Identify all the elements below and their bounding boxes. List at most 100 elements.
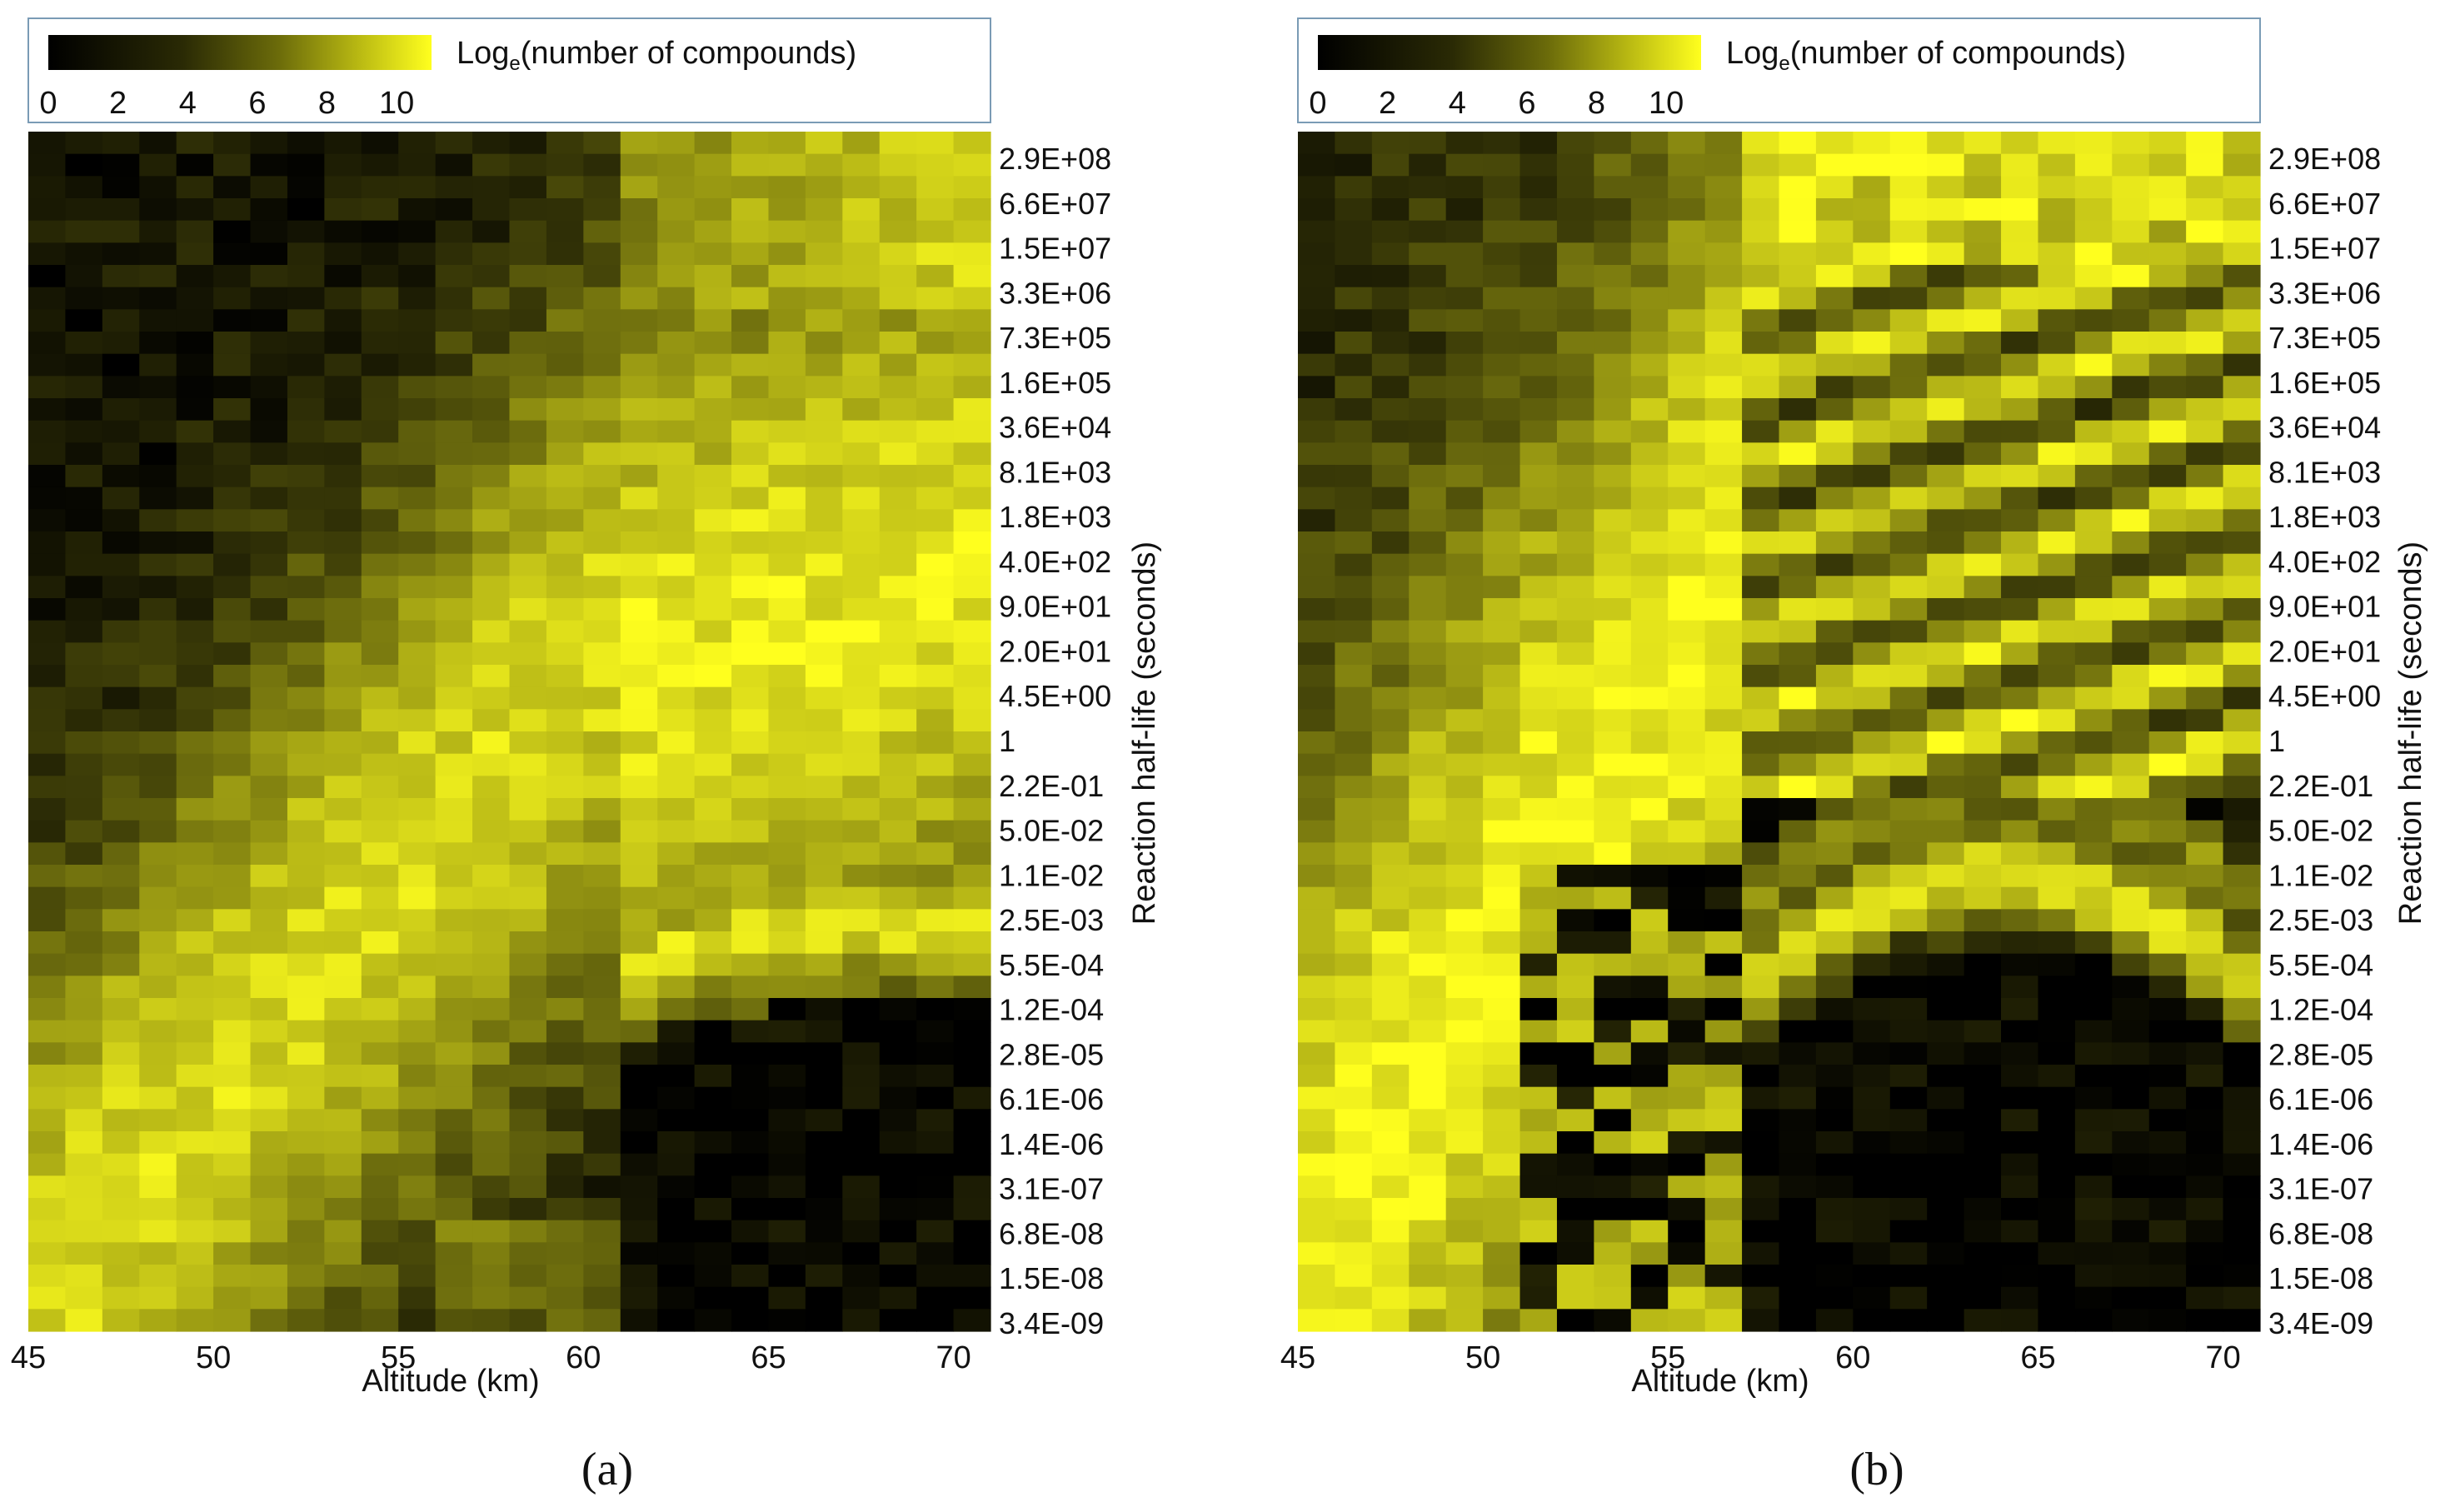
heatmap-cell xyxy=(324,686,362,710)
heatmap-cell xyxy=(620,1198,658,1221)
heatmap-cell xyxy=(213,198,252,222)
heatmap-cell xyxy=(1668,420,1706,443)
x-tick-label: 65 xyxy=(2020,1340,2055,1375)
heatmap-cell xyxy=(472,842,511,866)
heatmap-cell xyxy=(2186,665,2224,688)
heatmap-cell xyxy=(65,376,103,399)
heatmap-cell xyxy=(472,620,511,643)
heatmap-cell xyxy=(2186,1020,2224,1043)
y-tick-label: 2.0E+01 xyxy=(2268,635,2381,669)
heatmap-cell xyxy=(1963,242,2002,266)
heatmap-cell xyxy=(2223,665,2261,688)
heatmap-cell xyxy=(398,1265,437,1288)
heatmap-cell xyxy=(916,442,955,466)
heatmap-cell xyxy=(805,465,843,488)
heatmap-cell xyxy=(879,1109,917,1132)
heatmap-cell xyxy=(102,709,140,732)
heatmap-cell xyxy=(324,620,362,643)
heatmap-cell xyxy=(1519,220,1558,243)
heatmap-cell xyxy=(2148,487,2187,510)
heatmap-cell xyxy=(2001,376,2039,399)
heatmap-cell xyxy=(768,820,806,843)
heatmap-cell xyxy=(28,509,67,532)
heatmap-cell xyxy=(2001,1198,2039,1221)
heatmap-cell xyxy=(509,1086,547,1110)
heatmap-cell xyxy=(361,886,399,910)
heatmap-cell xyxy=(1779,1131,1817,1155)
heatmap-cell xyxy=(1853,731,1891,755)
heatmap-cell xyxy=(620,686,658,710)
heatmap-cell xyxy=(1298,1020,1336,1043)
heatmap-cell xyxy=(805,1109,843,1132)
heatmap-cell xyxy=(1704,953,1743,976)
heatmap-cell xyxy=(2112,420,2150,443)
heatmap-cell xyxy=(176,642,214,666)
heatmap-cell xyxy=(2038,465,2076,488)
heatmap-cell xyxy=(2148,1309,2187,1332)
heatmap-cell xyxy=(1556,1198,1594,1221)
heatmap-cell xyxy=(2112,398,2150,422)
heatmap-cell xyxy=(2074,265,2113,288)
heatmap-cell xyxy=(176,1065,214,1088)
heatmap-cell xyxy=(176,287,214,310)
heatmap-cell xyxy=(731,442,770,466)
heatmap-cell xyxy=(176,886,214,910)
heatmap-cell xyxy=(250,1042,288,1065)
heatmap-cell xyxy=(435,598,473,621)
heatmap-cell xyxy=(1704,731,1743,755)
heatmap-cell xyxy=(1853,442,1891,466)
heatmap-cell xyxy=(583,886,621,910)
heatmap-cell xyxy=(842,931,881,955)
heatmap-cell xyxy=(176,1175,214,1199)
heatmap-cell xyxy=(1335,731,1373,755)
heatmap-cell xyxy=(2148,709,2187,732)
heatmap-cell xyxy=(324,487,362,510)
heatmap-cell xyxy=(1335,1109,1373,1132)
heatmap-cell xyxy=(1853,909,1891,932)
heatmap-cell xyxy=(1519,265,1558,288)
heatmap-cell xyxy=(250,909,288,932)
heatmap-cell xyxy=(176,332,214,355)
heatmap-cell xyxy=(139,642,177,666)
heatmap-cell xyxy=(583,709,621,732)
heatmap-cell xyxy=(805,709,843,732)
heatmap-cell xyxy=(1742,686,1780,710)
heatmap-cell xyxy=(2001,753,2039,776)
heatmap-cell xyxy=(583,309,621,332)
heatmap-cell xyxy=(398,332,437,355)
heatmap-cell xyxy=(1409,553,1447,576)
heatmap-cell xyxy=(2112,642,2150,666)
heatmap-cell xyxy=(731,642,770,666)
heatmap-cell xyxy=(1853,1131,1891,1155)
heatmap-cell xyxy=(2001,309,2039,332)
heatmap-cell xyxy=(2112,1020,2150,1043)
heatmap-cell xyxy=(509,576,547,599)
heatmap-cell xyxy=(398,1153,437,1176)
heatmap-cell xyxy=(546,665,584,688)
heatmap-cell xyxy=(1556,776,1594,799)
heatmap-cell xyxy=(546,776,584,799)
heatmap-cell xyxy=(1409,1153,1447,1176)
heatmap-cell xyxy=(842,598,881,621)
heatmap-cell xyxy=(287,686,325,710)
heatmap-cell xyxy=(1853,1020,1891,1043)
heatmap-cell xyxy=(324,353,362,377)
heatmap-cell xyxy=(1668,220,1706,243)
heatmap-cell xyxy=(472,931,511,955)
heatmap-cell xyxy=(1409,242,1447,266)
heatmap-cell xyxy=(916,753,955,776)
heatmap-cell xyxy=(1779,776,1817,799)
heatmap-cell xyxy=(287,753,325,776)
heatmap-cell xyxy=(1815,798,1854,821)
heatmap-cell xyxy=(1742,1065,1780,1088)
heatmap-cell xyxy=(583,1175,621,1199)
heatmap-cell xyxy=(1630,265,1669,288)
heatmap-cell xyxy=(509,265,547,288)
heatmap-cell xyxy=(2038,531,2076,555)
heatmap-cell xyxy=(435,998,473,1021)
heatmap-cell xyxy=(694,665,732,688)
heatmap-cell xyxy=(324,465,362,488)
heatmap-cell xyxy=(1815,998,1854,1021)
colorbar-tick-label: 0 xyxy=(39,86,57,121)
heatmap-cell xyxy=(139,153,177,177)
